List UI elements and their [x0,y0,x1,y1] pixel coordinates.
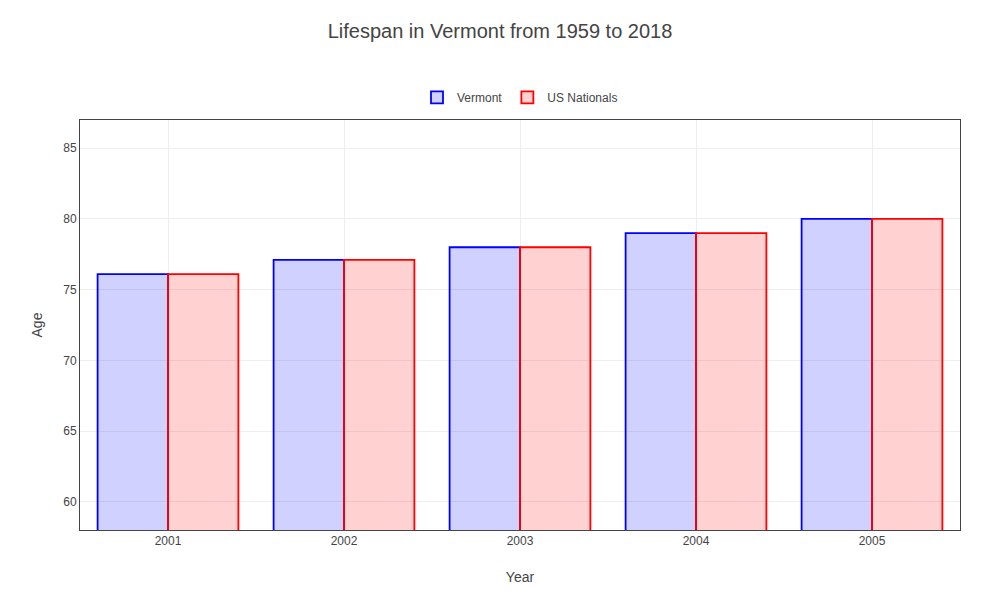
svg-text:75: 75 [63,283,77,297]
svg-text:2003: 2003 [507,534,534,548]
svg-text:US Nationals: US Nationals [547,91,617,105]
svg-text:80: 80 [63,212,77,226]
svg-text:85: 85 [63,141,77,155]
svg-text:2002: 2002 [331,534,358,548]
svg-text:2004: 2004 [683,534,710,548]
svg-text:70: 70 [63,354,77,368]
svg-text:2005: 2005 [859,534,886,548]
svg-text:2001: 2001 [155,534,182,548]
svg-text:Year: Year [506,569,535,585]
svg-text:65: 65 [63,424,77,438]
svg-text:Lifespan in Vermont from 1959: Lifespan in Vermont from 1959 to 2018 [328,20,673,42]
svg-text:Age: Age [29,312,45,337]
svg-text:60: 60 [63,495,77,509]
svg-text:Vermont: Vermont [457,91,502,105]
